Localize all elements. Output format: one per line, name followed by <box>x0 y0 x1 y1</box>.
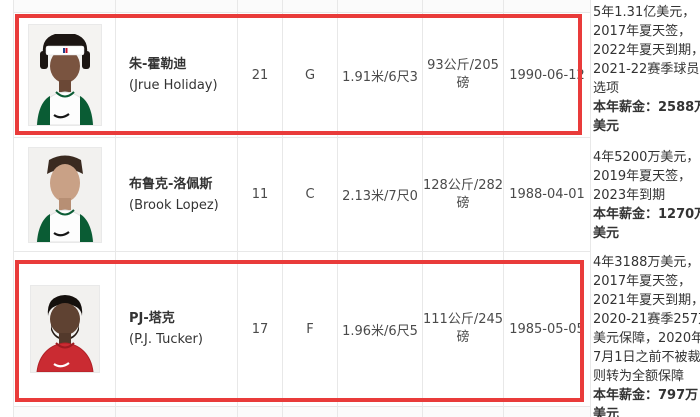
contract-terms: 5年1.31亿美元， 2017年夏天签， 2022年夏天到期， 2021-22赛… <box>593 5 700 96</box>
empty-cell <box>504 0 591 12</box>
player-name-cn: 布鲁克-洛佩斯 <box>129 176 213 192</box>
empty-cell <box>238 407 283 417</box>
player-weight: 111公斤/245磅 <box>423 252 504 406</box>
player-name-en: (P.J. Tucker) <box>129 332 203 347</box>
jrue-holiday-photo-icon <box>27 24 102 126</box>
player-birthdate: 1985-05-05 <box>504 252 591 406</box>
empty-cell <box>423 407 504 417</box>
empty-cell <box>338 407 423 417</box>
player-name-brook-lopez[interactable]: 布鲁克-洛佩斯 (Brook Lopez) <box>116 138 238 251</box>
player-name-pj-tucker[interactable]: PJ-塔克 (P.J. Tucker) <box>116 252 238 406</box>
player-photo-pj-tucker[interactable] <box>14 252 116 406</box>
table-row-partial-bottom <box>14 407 591 417</box>
highlight-box-jrue-holiday <box>15 14 582 135</box>
empty-cell <box>423 0 504 12</box>
player-photo-brook-lopez[interactable] <box>14 138 116 251</box>
player-position: G <box>283 13 338 137</box>
player-position: F <box>283 252 338 406</box>
highlight-box-pj-tucker <box>15 260 584 402</box>
empty-cell <box>14 0 116 12</box>
player-weight: 128公斤/282磅 <box>423 138 504 251</box>
player-number: 21 <box>238 13 283 137</box>
contract-info-jrue-holiday: 5年1.31亿美元， 2017年夏天签， 2022年夏天到期， 2021-22赛… <box>593 3 700 136</box>
player-name-cn: 朱-霍勒迪 <box>129 57 187 72</box>
table-row-brook-lopez: 布鲁克-洛佩斯 (Brook Lopez) 11 C 2.13米/7尺0 128… <box>14 138 591 252</box>
player-weight: 93公斤/205磅 <box>423 13 504 137</box>
contract-salary: 本年薪金：1270万 美元 <box>593 207 700 241</box>
contract-info-pj-tucker: 4年3188万美元， 2017年夏天签， 2021年夏天到期， 2020-21赛… <box>593 253 700 417</box>
player-number: 11 <box>238 138 283 251</box>
contract-terms: 4年3188万美元， 2017年夏天签， 2021年夏天到期， 2020-21赛… <box>593 255 700 384</box>
player-height: 2.13米/7尺0 <box>338 138 423 251</box>
player-position: C <box>283 138 338 251</box>
empty-cell <box>116 0 238 12</box>
player-height: 1.96米/6尺5 <box>338 252 423 406</box>
contract-salary: 本年薪金：2588万 美元 <box>593 100 700 134</box>
player-name-en: (Brook Lopez) <box>129 197 219 213</box>
player-weight-text: 128公斤/282磅 <box>423 177 504 211</box>
brook-lopez-photo-icon <box>27 146 102 243</box>
table-row-partial-top <box>14 0 591 13</box>
table-row-jrue-holiday: 朱-霍勒迪 (Jrue Holiday) 21 G 1.91米/6尺3 93公斤… <box>14 13 591 138</box>
table-row-pj-tucker: PJ-塔克 (P.J. Tucker) 17 F 1.96米/6尺5 111公斤… <box>14 252 591 407</box>
empty-cell <box>283 0 338 12</box>
empty-cell <box>14 407 116 417</box>
player-photo-jrue-holiday[interactable] <box>14 13 116 137</box>
player-birthdate: 1988-04-01 <box>504 138 591 251</box>
player-name-jrue-holiday[interactable]: 朱-霍勒迪 (Jrue Holiday) <box>116 13 238 137</box>
empty-cell <box>504 407 591 417</box>
empty-cell <box>116 407 238 417</box>
player-weight-text: 111公斤/245磅 <box>423 312 504 345</box>
empty-cell <box>338 0 423 12</box>
roster-grid: 朱-霍勒迪 (Jrue Holiday) 21 G 1.91米/6尺3 93公斤… <box>13 0 591 417</box>
player-name-en: (Jrue Holiday) <box>129 78 218 93</box>
player-weight-text: 93公斤/205磅 <box>427 58 499 91</box>
contract-salary: 本年薪金：797万 美元 <box>593 388 699 417</box>
contract-info-brook-lopez: 4年5200万美元， 2019年夏天签， 2023年到期 本年薪金：1270万 … <box>593 148 700 243</box>
player-birthdate: 1990-06-12 <box>504 13 591 137</box>
pj-tucker-photo-icon <box>29 285 100 373</box>
contract-terms: 4年5200万美元， 2019年夏天签， 2023年到期 <box>593 150 700 203</box>
empty-cell <box>238 0 283 12</box>
player-height: 1.91米/6尺3 <box>338 13 423 137</box>
empty-cell <box>283 407 338 417</box>
player-number: 17 <box>238 252 283 406</box>
player-name-cn: PJ-塔克 <box>129 311 175 326</box>
